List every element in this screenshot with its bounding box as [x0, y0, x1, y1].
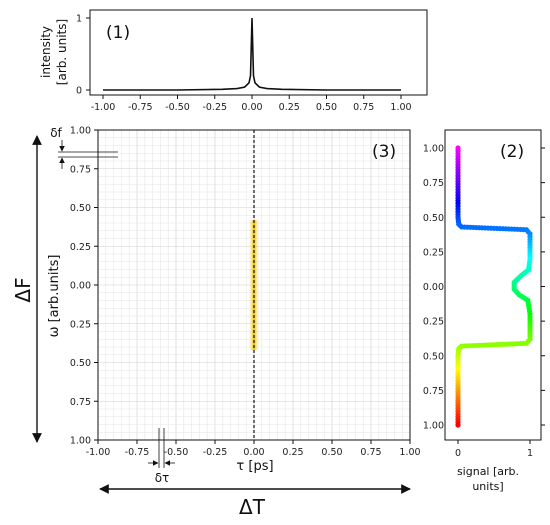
panel-2-y-tick-label: 0.00 [423, 282, 444, 293]
panel-1-x-tick-label: 0.25 [279, 102, 300, 113]
delta-tau-label: δτ [155, 471, 170, 485]
panel-1-ylabel-line1: intensity [39, 26, 53, 78]
panel-2-x-tick-label: 0 [455, 448, 461, 459]
panel-2-frame [444, 129, 542, 441]
panel-3-x-tick-label: -1.00 [86, 447, 111, 458]
panel-2-y-tick-label: 0.75 [423, 178, 444, 189]
panel-2-y-tick-label: 0.25 [423, 317, 444, 328]
panel-1-x-tick-label: 1.00 [390, 102, 411, 113]
panel-3-x-tick-label: -0.25 [203, 447, 228, 458]
panel-1-y-tick-label: 1 [76, 14, 82, 25]
panel-3-y-tick-label: 0.50 [70, 203, 91, 214]
panel-3-x-tick-label: 0.25 [282, 447, 303, 458]
big-delta-f-annotation: ΔF [11, 135, 42, 443]
panel-1-x-tick-label: 0.00 [241, 102, 262, 113]
panel-1-x-tick-label: 0.50 [316, 102, 337, 113]
panel-3-y-tick-label: 0.50 [70, 358, 91, 369]
panel-3-y-tick-label: 1.00 [70, 126, 91, 137]
panel-2-y-tick-label: 0.50 [423, 213, 444, 224]
panel-1-label: (1) [106, 23, 130, 43]
panel-3-x-tick-label: 0.50 [321, 447, 342, 458]
big-delta-f-label: ΔF [11, 277, 35, 302]
panel-3-y-tick-label: 0.75 [70, 397, 91, 408]
delta-f-annotation: δf [50, 126, 118, 169]
panel-1-y-tick-label: 0 [76, 86, 82, 97]
panel-1-intensity: (1) intensity [arb. units] -1.00 -0.75 -0.… [39, 9, 428, 113]
panel-3-y-tick-label: 0.00 [70, 281, 91, 292]
panel-2-y-tick-label: 0.25 [423, 247, 444, 258]
panel-3-ylabel: ω [arb.units] [47, 255, 62, 338]
panel-3-y-tick-label: 0.75 [70, 164, 91, 175]
panel-3-x-tick-label: -0.50 [164, 447, 189, 458]
panel-3-x-tick-label: 0.75 [360, 447, 381, 458]
panel-3-x-tick-label: 0.00 [243, 447, 264, 458]
panel-3-y-tick-label: 0.25 [70, 319, 91, 330]
panel-2-xlabel-line1: signal [arb. [457, 465, 519, 478]
panel-1-frame [89, 9, 428, 96]
panel-2-x-tick-label: 1 [527, 448, 533, 459]
panel-1-x-tick-label: -0.50 [165, 102, 190, 113]
delta-tau-annotation: δτ [148, 428, 175, 485]
panel-1-x-tick-label: -1.00 [91, 102, 116, 113]
big-delta-t-label: ΔT [239, 495, 266, 519]
panel-3-y-tick-label: 1.00 [70, 436, 91, 447]
panel-2-y-tick-label: 0.50 [423, 351, 444, 362]
panel-3-xlabel: τ [ps] [236, 459, 273, 474]
panel-3-map: (3) -1.00 -0.75 -0.50 -0.25 0.00 0.25 0.50 0.75… [11, 126, 421, 520]
panel-1-series-line [103, 17, 401, 91]
panel-1-x-tick-label: -0.75 [128, 102, 153, 113]
panel-3-x-tick-label: -0.75 [125, 447, 150, 458]
panel-2-y-tick-label: 1.00 [423, 421, 444, 432]
panel-1-ylabel-line2: [arb. units] [55, 19, 69, 85]
panel-3-x-tick-label: 1.00 [399, 447, 420, 458]
panel-2-label: (2) [500, 142, 524, 162]
panel-2-xlabel-line2: units] [472, 480, 503, 493]
delta-f-label: δf [50, 126, 62, 140]
big-delta-t-annotation: ΔT [99, 484, 411, 519]
panel-2-point [455, 422, 461, 428]
panel-1-x-tick-label: -0.25 [202, 102, 227, 113]
panel-2-y-tick-label: 1.00 [423, 144, 444, 155]
panel-3-y-tick-label: 0.25 [70, 242, 91, 253]
panel-1-x-tick-label: 0.75 [353, 102, 374, 113]
panel-3-label: (3) [372, 142, 396, 162]
panel-2-signal: (2) 1.00 0.75 0.50 0.25 0.00 0.25 0.50 0.75 1.00… [423, 129, 545, 493]
panel-2-y-tick-label: 0.75 [423, 386, 444, 397]
